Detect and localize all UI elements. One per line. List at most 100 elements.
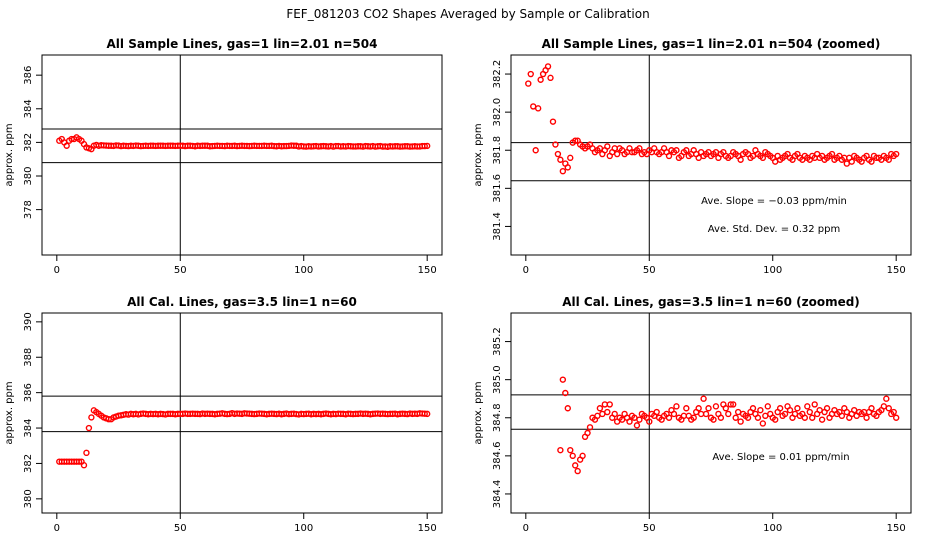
data-point xyxy=(569,452,576,460)
data-point xyxy=(633,422,641,429)
data-point xyxy=(749,405,757,412)
data-point xyxy=(423,410,431,418)
plot-frame xyxy=(510,54,912,256)
data-point xyxy=(557,156,564,163)
data-point xyxy=(562,389,569,397)
x-tick-label: 150 xyxy=(418,265,437,276)
data-point xyxy=(885,156,892,163)
data-point xyxy=(737,156,744,163)
data-point xyxy=(665,414,673,421)
data-point xyxy=(63,142,70,149)
data-point xyxy=(781,410,789,418)
data-point xyxy=(725,410,732,418)
data-point xyxy=(80,462,88,469)
y-tick-label: 381.8 xyxy=(492,136,503,165)
data-point xyxy=(801,414,809,421)
panel-top-left: All Sample Lines, gas=1 lin=2.01 n=504 a… xyxy=(4,37,443,276)
data-point xyxy=(544,63,552,70)
data-point xyxy=(868,405,875,412)
y-tick-label: 388 xyxy=(23,348,34,367)
data-point xyxy=(626,418,633,425)
data-point xyxy=(567,154,574,162)
data-point xyxy=(863,414,870,421)
data-point xyxy=(759,420,767,427)
y-tick-label: 378 xyxy=(23,200,34,219)
data-point xyxy=(604,408,611,416)
data-point xyxy=(554,150,562,158)
data-point xyxy=(564,164,571,171)
x-tick-label: 0 xyxy=(523,523,529,534)
data-point xyxy=(818,416,826,423)
y-tick-label: 381.6 xyxy=(492,174,503,203)
data-point xyxy=(584,429,591,437)
x-tick-label: 100 xyxy=(763,265,782,276)
panel-top-right: All Sample Lines, gas=1 lin=2.01 n=504 (… xyxy=(473,37,912,276)
data-point xyxy=(537,76,544,83)
data-point xyxy=(744,414,752,421)
x-tick-label: 0 xyxy=(54,523,60,534)
data-point xyxy=(547,74,554,82)
y-axis-label: approx. ppm xyxy=(473,381,484,444)
data-point xyxy=(579,452,586,460)
panel-bottom-left: All Cal. Lines, gas=3.5 lin=1 n=60 appro… xyxy=(4,295,443,534)
y-tick-label: 386 xyxy=(23,66,34,85)
data-point xyxy=(421,410,428,417)
y-tick-label: 384.4 xyxy=(492,480,503,509)
data-point xyxy=(586,424,594,431)
data-point xyxy=(717,414,725,421)
data-point xyxy=(567,446,574,454)
data-point xyxy=(525,80,532,87)
annotation-text: Ave. Std. Dev. = 0.32 ppm xyxy=(708,224,840,235)
data-point xyxy=(754,414,762,421)
data-point xyxy=(670,410,678,418)
data-point xyxy=(759,154,767,162)
data-point xyxy=(892,150,900,158)
data-point xyxy=(712,403,720,410)
x-tick-label: 150 xyxy=(418,523,437,534)
data-point xyxy=(527,70,534,78)
data-point xyxy=(574,467,581,475)
data-point xyxy=(727,401,734,408)
data-point xyxy=(764,403,771,410)
data-point xyxy=(892,414,900,421)
data-point xyxy=(772,416,779,423)
data-point xyxy=(571,137,579,144)
y-tick-label: 382 xyxy=(23,454,34,473)
y-tick-label: 381.4 xyxy=(492,212,503,241)
data-point xyxy=(549,118,557,125)
figure-title: FEF_081203 CO2 Shapes Averaged by Sample… xyxy=(286,7,649,21)
y-tick-label: 384.6 xyxy=(492,442,503,471)
plot-frame xyxy=(510,312,912,514)
data-point xyxy=(611,410,618,418)
data-point xyxy=(885,405,892,412)
data-point xyxy=(828,150,836,158)
x-tick-label: 100 xyxy=(763,523,782,534)
data-point xyxy=(823,405,831,412)
data-point xyxy=(559,376,567,383)
data-point xyxy=(811,401,818,408)
panel-title: All Sample Lines, gas=1 lin=2.01 n=504 xyxy=(107,37,378,51)
y-tick-label: 382.2 xyxy=(492,60,503,89)
data-point xyxy=(883,395,890,402)
data-point xyxy=(559,167,567,175)
data-point xyxy=(421,142,428,150)
y-tick-label: 390 xyxy=(23,312,34,331)
data-point xyxy=(868,158,875,165)
data-point xyxy=(786,406,794,414)
data-point xyxy=(606,401,613,408)
x-tick-label: 0 xyxy=(523,265,529,276)
data-point xyxy=(534,105,542,112)
data-point xyxy=(683,147,690,154)
y-axis-label: approx. ppm xyxy=(4,123,15,186)
y-tick-label: 385.0 xyxy=(492,365,503,394)
data-point xyxy=(85,424,93,432)
data-point xyxy=(705,405,712,412)
data-point xyxy=(673,403,680,410)
y-tick-label: 384 xyxy=(23,418,34,437)
data-point xyxy=(695,405,702,412)
panel-bottom-right: All Cal. Lines, gas=3.5 lin=1 n=60 (zoom… xyxy=(473,295,912,534)
x-tick-label: 100 xyxy=(294,265,313,276)
data-point xyxy=(557,446,564,454)
y-tick-label: 384.8 xyxy=(492,403,503,432)
y-tick-label: 380 xyxy=(23,166,34,185)
